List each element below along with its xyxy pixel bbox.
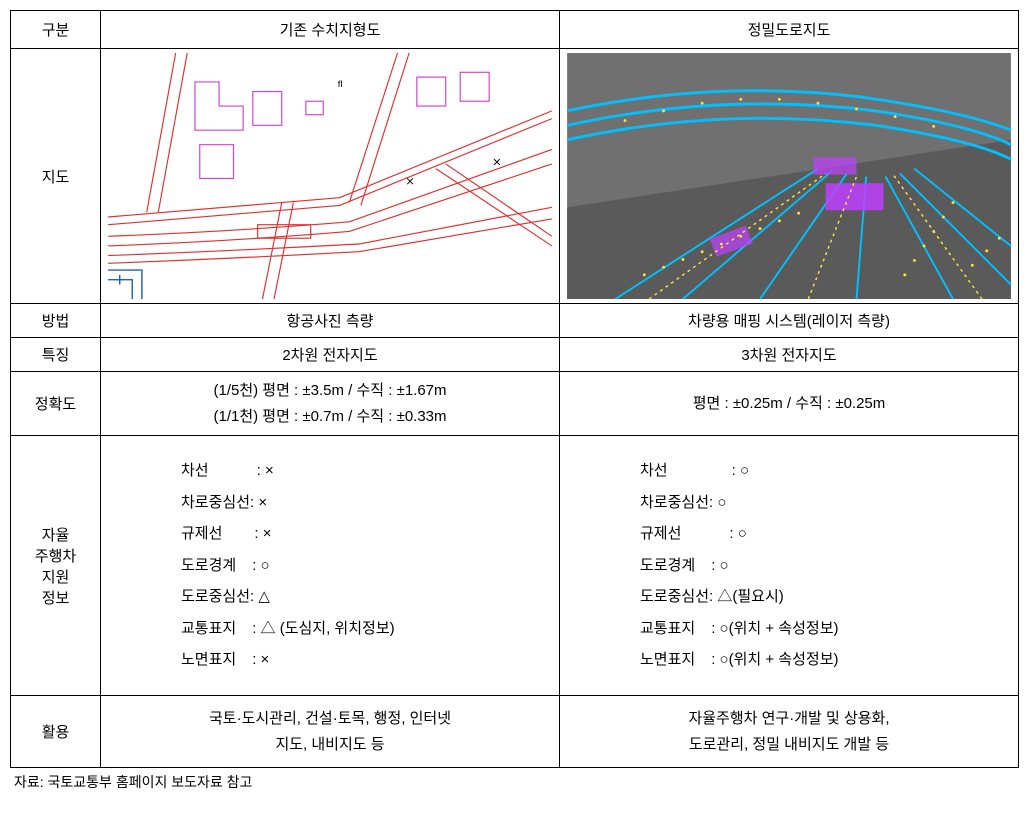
support-item-label: 도로경계 (640, 550, 695, 582)
support-item-label: 교통표지 (640, 613, 695, 645)
support-item-label: 도로경계 (181, 550, 236, 582)
feature-row: 특징 2차원 전자지도 3차원 전자지도 (11, 338, 1019, 372)
method-precision: 차량용 매핑 시스템(레이저 측량) (560, 304, 1019, 338)
support-item-value: : ○ (252, 557, 269, 574)
support-item-label: 도로중심선 (640, 581, 709, 613)
usage-existing-line1: 국토·도시관리, 건설·토목, 행정, 인터넷 (111, 706, 549, 732)
support-item-value: : × (254, 525, 271, 542)
accuracy-existing-line2: (1/1천) 평면 : ±0.7m / 수직 : ±0.33m (111, 404, 549, 430)
support-item-value: : △(필요시) (709, 588, 784, 605)
usage-row: 활용 국토·도시관리, 건설·토목, 행정, 인터넷 지도, 내비지도 등 자율… (11, 696, 1019, 768)
support-item: 규제선 : ○ (640, 518, 1008, 550)
support-item-value: : × (257, 462, 274, 479)
support-item-label: 교통표지 (181, 613, 236, 645)
feature-precision: 3차원 전자지도 (560, 338, 1019, 372)
accuracy-existing-line1: (1/5천) 평면 : ±3.5m / 수직 : ±1.67m (111, 378, 549, 404)
support-precision: 차선: ○차로중심선: ○규제선: ○도로경계: ○도로중심선: △(필요시)교… (560, 436, 1019, 696)
usage-existing: 국토·도시관리, 건설·토목, 행정, 인터넷 지도, 내비지도 등 (101, 696, 560, 768)
support-item: 교통표지 : ○(위치 + 속성정보) (640, 613, 1008, 645)
support-item-label: 도로중심선 (181, 581, 250, 613)
support-item-label: 차선 (181, 455, 209, 487)
support-item: 노면표지 : ○(위치 + 속성정보) (640, 644, 1008, 676)
support-item: 차선 : ○ (640, 455, 1008, 487)
svg-text:fl: fl (338, 79, 343, 90)
support-item: 차선 : × (181, 455, 549, 487)
precision-map-illustration (564, 53, 1014, 299)
support-item-value: : ○ (732, 462, 749, 479)
map-row: 지도 (11, 49, 1019, 304)
support-item-value: : ○ (729, 525, 746, 542)
usage-precision-line2: 도로관리, 정밀 내비지도 개발 등 (570, 732, 1008, 758)
support-item: 규제선 : × (181, 518, 549, 550)
support-item: 노면표지 : × (181, 644, 549, 676)
support-existing: 차선: ×차로중심선: ×규제선: ×도로경계: ○도로중심선: △교통표지: … (101, 436, 560, 696)
support-item: 도로중심선: △(필요시) (640, 581, 1008, 613)
usage-precision: 자율주행차 연구·개발 및 상용화, 도로관리, 정밀 내비지도 개발 등 (560, 696, 1019, 768)
usage-precision-line1: 자율주행차 연구·개발 및 상용화, (570, 706, 1008, 732)
support-item-label: 규제선 (640, 518, 681, 550)
support-item-value: : ○(위치 + 속성정보) (711, 651, 838, 668)
row-label-method: 방법 (11, 304, 101, 338)
row-label-support: 자율 주행차 지원 정보 (11, 436, 101, 696)
row-label-accuracy: 정확도 (11, 372, 101, 436)
precision-map-cell (560, 49, 1019, 304)
support-item: 차로중심선: × (181, 487, 549, 519)
support-item-value: : ○ (711, 557, 728, 574)
existing-map-cell: fl (101, 49, 560, 304)
header-row: 구분 기존 수치지형도 정밀도로지도 (11, 11, 1019, 49)
support-item-label: 규제선 (181, 518, 222, 550)
support-row: 자율 주행차 지원 정보 차선: ×차로중심선: ×규제선: ×도로경계: ○도… (11, 436, 1019, 696)
accuracy-existing: (1/5천) 평면 : ±3.5m / 수직 : ±1.67m (1/1천) 평… (101, 372, 560, 436)
source-note: 자료: 국토교통부 홈페이지 보도자료 참고 (10, 772, 1019, 792)
row-label-map: 지도 (11, 49, 101, 304)
accuracy-precision: 평면 : ±0.25m / 수직 : ±0.25m (560, 372, 1019, 436)
support-item: 교통표지 : △ (도심지, 위치정보) (181, 613, 549, 645)
header-category: 구분 (11, 11, 101, 49)
existing-map-illustration: fl (105, 53, 555, 299)
header-existing: 기존 수치지형도 (101, 11, 560, 49)
usage-existing-line2: 지도, 내비지도 등 (111, 732, 549, 758)
support-item-label: 노면표지 (181, 644, 236, 676)
method-existing: 항공사진 측량 (101, 304, 560, 338)
support-item: 도로경계 : ○ (181, 550, 549, 582)
support-item-value: : × (252, 651, 269, 668)
accuracy-row: 정확도 (1/5천) 평면 : ±3.5m / 수직 : ±1.67m (1/1… (11, 372, 1019, 436)
support-item-label: 차로중심선 (181, 487, 250, 519)
comparison-table: 구분 기존 수치지형도 정밀도로지도 지도 (10, 10, 1019, 768)
support-item: 차로중심선: ○ (640, 487, 1008, 519)
header-precision: 정밀도로지도 (560, 11, 1019, 49)
support-item-label: 차로중심선 (640, 487, 709, 519)
method-row: 방법 항공사진 측량 차량용 매핑 시스템(레이저 측량) (11, 304, 1019, 338)
support-item-label: 노면표지 (640, 644, 695, 676)
support-item-label: 차선 (640, 455, 668, 487)
support-item-value: : △ (250, 588, 270, 605)
feature-existing: 2차원 전자지도 (101, 338, 560, 372)
row-label-feature: 특징 (11, 338, 101, 372)
support-item-value: : × (250, 494, 267, 511)
support-item: 도로중심선: △ (181, 581, 549, 613)
support-item: 도로경계 : ○ (640, 550, 1008, 582)
support-item-value: : ○ (709, 494, 726, 511)
support-item-value: : △ (도심지, 위치정보) (252, 620, 394, 637)
support-item-value: : ○(위치 + 속성정보) (711, 620, 838, 637)
row-label-usage: 활용 (11, 696, 101, 768)
